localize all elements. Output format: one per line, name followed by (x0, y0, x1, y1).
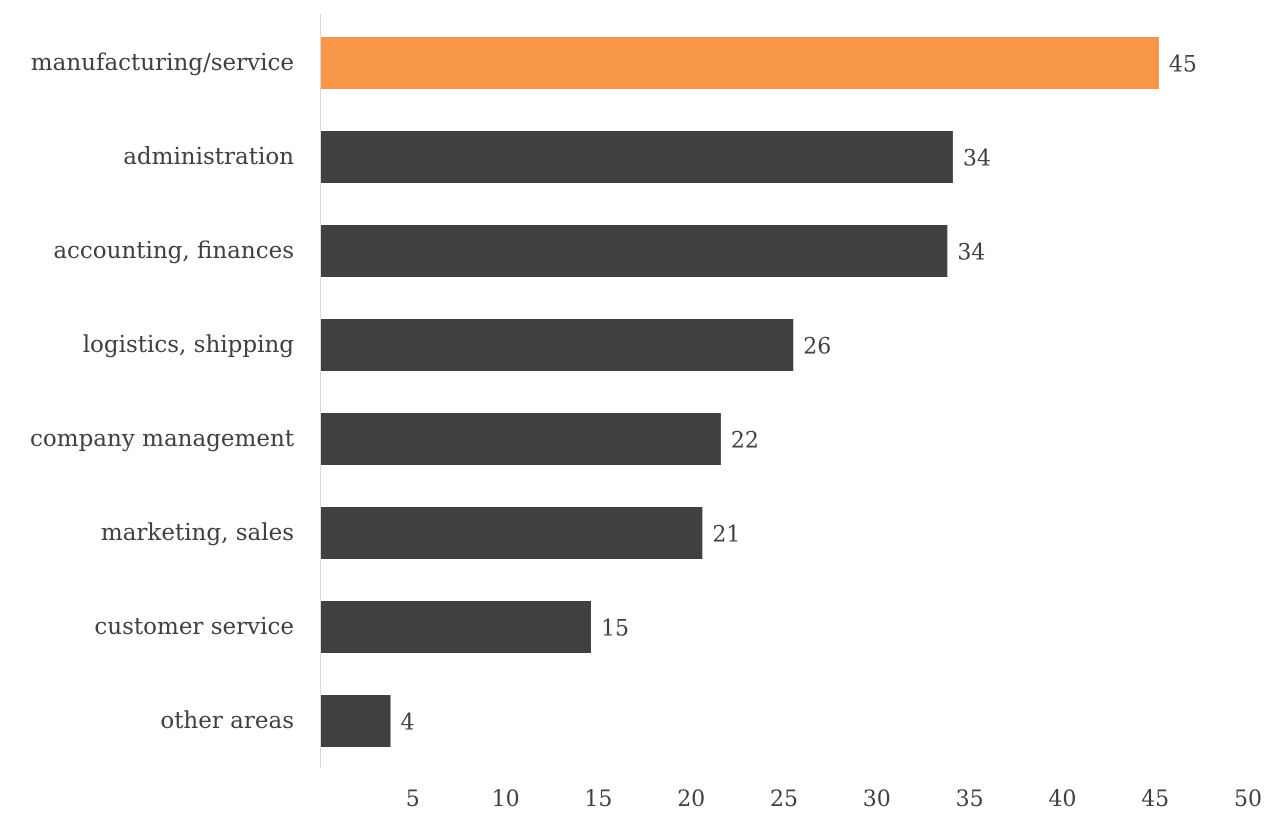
x-tick-label: 35 (956, 787, 984, 812)
bar-5 (321, 507, 703, 559)
category-label: company management (30, 426, 295, 452)
data-label: 45 (1169, 53, 1197, 78)
bar-2 (321, 225, 948, 277)
category-label: marketing, sales (101, 520, 294, 546)
bars-group (321, 37, 1159, 747)
x-tick-label: 50 (1234, 787, 1262, 812)
category-label: accounting, finances (53, 238, 294, 264)
data-label: 26 (803, 335, 831, 360)
category-label: manufacturing/service (31, 50, 294, 76)
bar-6 (321, 601, 591, 653)
data-label: 21 (712, 523, 740, 548)
x-tick-label: 25 (770, 787, 798, 812)
x-tick-label: 45 (1141, 787, 1169, 812)
bar-3 (321, 319, 794, 371)
data-label: 4 (401, 711, 415, 736)
category-label: other areas (160, 708, 294, 734)
x-tick-label: 15 (584, 787, 612, 812)
x-tick-label: 20 (677, 787, 705, 812)
bar-0 (321, 37, 1159, 89)
category-label: administration (123, 144, 294, 170)
data-label: 34 (963, 147, 991, 172)
x-tick-label: 5 (406, 787, 420, 812)
x-tick-label: 10 (492, 787, 520, 812)
data-label: 22 (731, 429, 759, 454)
data-labels: 45 34 34 26 22 21 15 4 (401, 53, 1197, 736)
category-label: logistics, shipping (83, 332, 295, 358)
bar-7 (321, 695, 391, 747)
category-label: customer service (94, 614, 294, 640)
data-label: 15 (601, 617, 629, 642)
bar-1 (321, 131, 953, 183)
x-tick-label: 40 (1048, 787, 1076, 812)
bar-4 (321, 413, 721, 465)
data-label: 34 (957, 241, 985, 266)
x-axis-ticks: 5 10 15 20 25 30 35 40 45 50 (406, 787, 1262, 812)
category-labels: manufacturing/service administration accou… (30, 50, 295, 734)
x-tick-label: 30 (863, 787, 891, 812)
